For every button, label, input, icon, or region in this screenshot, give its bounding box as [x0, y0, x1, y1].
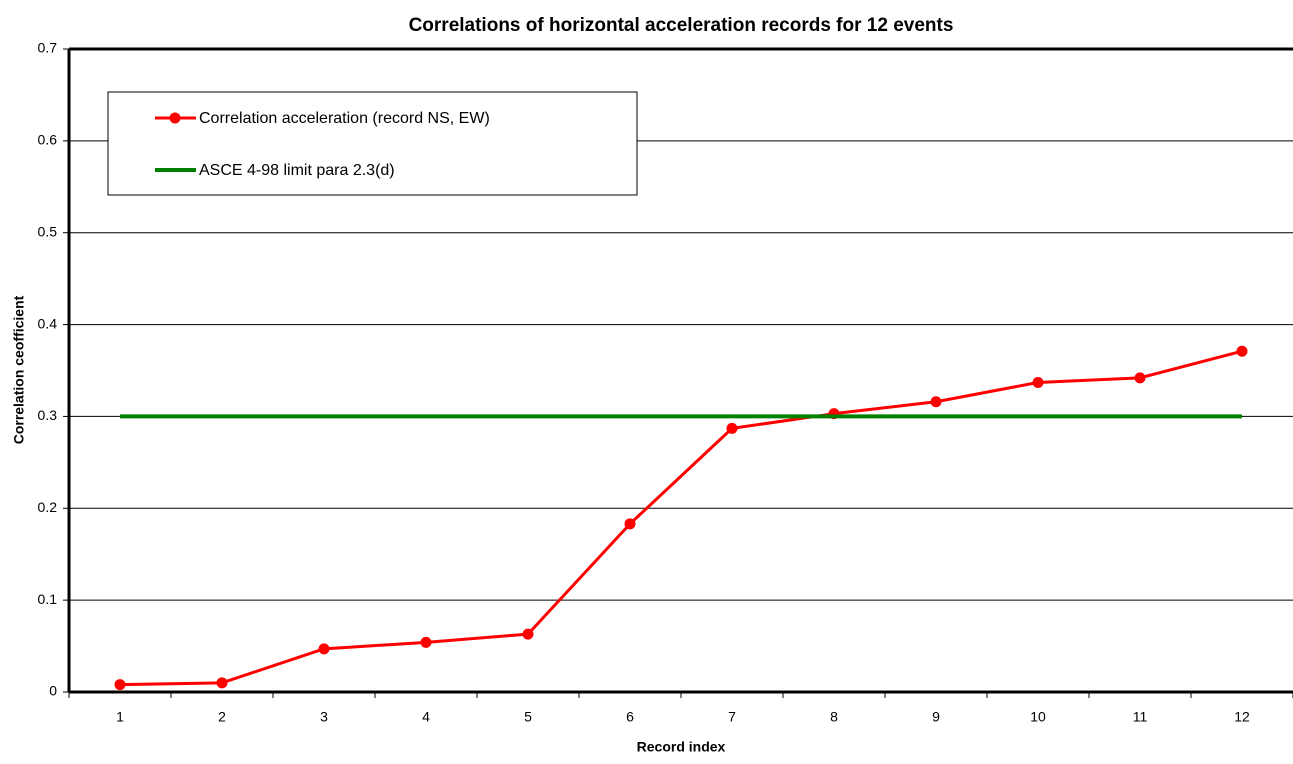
y-axis-title: Correlation ceofficient — [11, 295, 27, 444]
y-tick-label: 0.1 — [38, 591, 58, 607]
x-tick-label: 6 — [626, 709, 634, 725]
data-point — [216, 677, 228, 689]
x-tick-label: 11 — [1133, 709, 1148, 725]
data-point — [1134, 372, 1146, 384]
data-point — [726, 422, 738, 434]
x-tick-label: 8 — [830, 709, 838, 725]
y-tick-label: 0.7 — [38, 40, 58, 56]
data-point — [1236, 345, 1248, 357]
y-tick-label: 0.2 — [38, 499, 58, 515]
data-point — [318, 643, 330, 655]
x-tick-label: 1 — [116, 709, 124, 725]
data-point — [420, 636, 432, 648]
x-axis-title: Record index — [637, 739, 726, 755]
x-tick-label: 4 — [422, 709, 430, 725]
x-tick-label: 12 — [1234, 709, 1250, 725]
x-tick-label: 5 — [524, 709, 532, 725]
legend-label: Correlation acceleration (record NS, EW) — [199, 110, 490, 127]
y-tick-label: 0 — [49, 683, 57, 699]
series-line — [119, 349, 1243, 687]
legend-label: ASCE 4-98 limit para 2.3(d) — [199, 162, 395, 179]
legend-box — [107, 91, 638, 196]
y-tick-label: 0.5 — [38, 223, 58, 239]
y-tick-label: 0.6 — [38, 132, 58, 148]
y-tick-label: 0.4 — [38, 315, 58, 331]
legend: Correlation acceleration (record NS, EW)… — [107, 91, 638, 196]
x-tick-label: 7 — [728, 709, 736, 725]
data-point — [624, 518, 636, 530]
chart-title: Correlations of horizontal acceleration … — [409, 15, 954, 36]
data-point — [930, 396, 942, 408]
x-tick-label: 9 — [932, 709, 940, 725]
x-tick-label: 2 — [218, 709, 226, 725]
x-tick-label: 3 — [320, 709, 328, 725]
data-point — [522, 628, 534, 640]
data-point — [1032, 376, 1044, 388]
plot-area: 00.10.20.30.40.50.60.71 2 3 4 5 6 7 8 9 10 11 12 — [38, 40, 1293, 725]
data-point — [114, 679, 126, 691]
y-tick-label: 0.3 — [38, 407, 58, 423]
x-tick-label: 10 — [1030, 709, 1046, 725]
legend-marker — [169, 112, 181, 124]
